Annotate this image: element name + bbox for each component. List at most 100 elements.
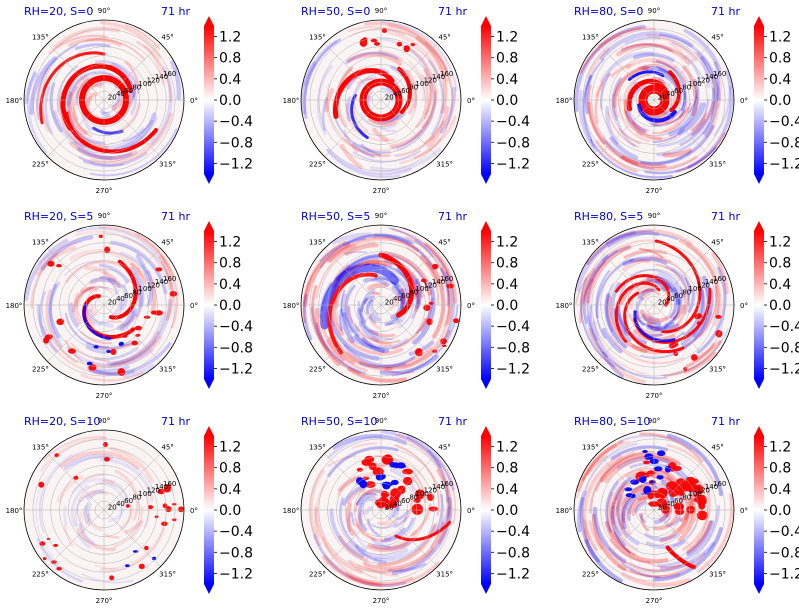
convective-cell (381, 490, 389, 497)
field-streak (675, 132, 726, 173)
field-streak (586, 455, 608, 476)
field-streak (103, 271, 122, 289)
angle-label: 0° (740, 302, 748, 310)
field-streak (342, 233, 412, 247)
field-streak (618, 128, 641, 145)
downdraft-cell (664, 466, 672, 473)
field-streak (663, 340, 723, 377)
downdraft-band (350, 94, 369, 140)
field-streak (387, 30, 441, 80)
field-streak (646, 321, 675, 332)
colorbar-tick-label: 0.4 (769, 482, 791, 498)
convective-cell (47, 260, 55, 267)
field-streak (421, 89, 438, 129)
radial-tick-label: 120 (424, 487, 437, 495)
colorbar-tick-label: −1.2 (219, 566, 253, 582)
field-streak (666, 444, 716, 486)
downdraft-cell (106, 350, 111, 353)
field-streak (627, 494, 648, 515)
field-streak (591, 513, 627, 571)
field-streak (135, 40, 172, 103)
field-streak (324, 87, 335, 113)
field-streak (107, 278, 118, 295)
colorbar-tick-label: −0.8 (769, 340, 799, 356)
field-streak (88, 277, 117, 286)
radial-tick-label: 80 (682, 493, 691, 501)
angular-gridline (380, 248, 438, 306)
downdraft-cell (624, 487, 633, 492)
angular-gridline (597, 304, 655, 362)
field-streak (124, 60, 140, 95)
field-streak (361, 337, 385, 353)
field-streak (586, 47, 610, 79)
field-streak (614, 493, 625, 516)
field-streak (581, 75, 596, 148)
field-streak (367, 117, 395, 126)
field-streak (581, 440, 624, 482)
field-streak (313, 533, 407, 588)
radial-tick-label: 120 (697, 282, 710, 290)
radial-tick-label: 40 (116, 295, 125, 303)
angle-label: 225° (582, 571, 599, 579)
field-streak (584, 74, 593, 115)
field-streak (361, 497, 380, 505)
field-streak (352, 150, 422, 163)
radial-tick-label: 140 (155, 278, 168, 286)
panel-time-label: 71 hr (438, 415, 467, 428)
field-streak (575, 273, 591, 304)
radial-tick-label: 100 (415, 490, 428, 498)
field-streak (146, 270, 154, 306)
convective-cell (421, 278, 427, 283)
field-streak (415, 297, 434, 334)
field-streak (75, 285, 95, 308)
field-streak (667, 289, 687, 333)
field-streak (122, 364, 155, 379)
convective-cell (696, 321, 703, 326)
field-streak (109, 446, 154, 483)
colorbar-extend-max (204, 426, 214, 436)
field-streak (76, 532, 92, 549)
field-streak (400, 287, 406, 306)
convective-cell (103, 456, 110, 462)
field-streak (347, 26, 405, 36)
field-streak (616, 302, 647, 345)
field-streak (655, 59, 686, 101)
field-layer (575, 229, 730, 385)
field-streak (124, 24, 161, 50)
angular-gridline (380, 509, 438, 567)
radial-tick-label: 20 (658, 504, 667, 512)
field-streak (604, 139, 692, 165)
field-streak (85, 345, 108, 355)
angular-gridline (653, 43, 711, 101)
angle-label: 0° (740, 97, 748, 105)
field-streak (592, 316, 647, 375)
field-streak (351, 335, 409, 351)
radial-tick-label: 80 (682, 83, 691, 91)
field-streak (106, 319, 122, 324)
angle-label: 315° (159, 571, 176, 579)
colorbar-tick-label: 0.8 (496, 256, 518, 272)
field-streak (646, 312, 669, 323)
field-streak (347, 541, 409, 559)
convective-cell (673, 502, 684, 511)
convective-cell (432, 263, 439, 270)
colorbar-body (481, 26, 491, 174)
field-streak (89, 112, 173, 165)
colorbar-tick-label: 0.8 (769, 461, 791, 477)
field-streak (111, 90, 121, 108)
colorbar-tick-label: −0.8 (496, 135, 530, 151)
field-streak (623, 108, 650, 133)
field-streak (393, 284, 405, 301)
field-streak (56, 475, 84, 503)
field-streak (387, 504, 396, 520)
convective-cell (643, 460, 650, 465)
downdraft-cell (629, 493, 636, 498)
field-streak (74, 494, 88, 528)
angular-gridline (324, 248, 382, 306)
angular-gridline (324, 99, 382, 157)
convective-cell (396, 41, 403, 47)
field-streak (625, 110, 647, 134)
colorbar-tick-label: 0.0 (496, 93, 518, 109)
field-streak (583, 519, 598, 551)
field-streak (605, 481, 619, 533)
